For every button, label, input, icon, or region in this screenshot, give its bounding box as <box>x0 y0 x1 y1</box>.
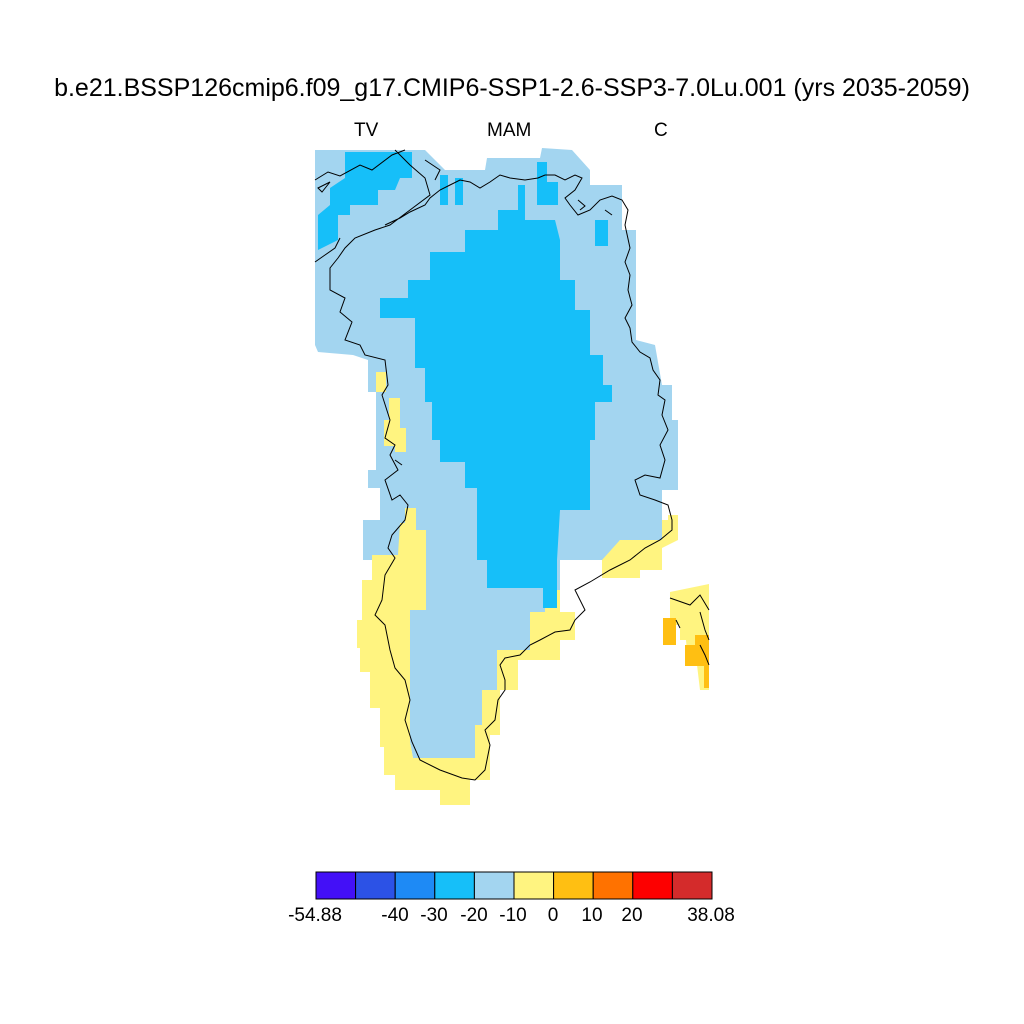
colorbar-tick-label: 20 <box>621 905 643 926</box>
units-label: C <box>654 120 668 141</box>
colorbar-swatch <box>315 871 357 900</box>
colorbar-swatch <box>394 871 436 900</box>
coastline <box>314 149 710 781</box>
region-yellow-southwest <box>357 508 575 805</box>
season-label: MAM <box>487 120 532 141</box>
colorbar <box>315 871 713 900</box>
region-yellow-east <box>602 515 678 578</box>
colorbar-tick-label: 10 <box>581 905 603 926</box>
colorbar-swatch <box>592 871 634 900</box>
region-blue-north <box>318 152 412 250</box>
colorbar-swatch <box>473 871 515 900</box>
colorbar-tick-label: -30 <box>420 905 448 926</box>
colorbar-swatch <box>671 871 713 900</box>
colorbar-tick-label: -10 <box>499 905 527 926</box>
region-blue-interior <box>380 210 612 608</box>
colorbar-tick-label: -54.88 <box>288 905 342 926</box>
variable-label: TV <box>354 120 379 141</box>
colorbar-tick-label: 38.08 <box>687 905 735 926</box>
colorbar-swatch <box>632 871 673 900</box>
colorbar-swatch <box>553 871 594 900</box>
colorbar-swatch <box>355 871 396 900</box>
plot-title: b.e21.BSSP126cmip6.f09_g17.CMIP6-SSP1-2.… <box>54 74 970 102</box>
colorbar-tick-label: -20 <box>460 905 488 926</box>
colorbar-tick-label: -40 <box>381 905 409 926</box>
region-orange-island <box>663 618 709 688</box>
colorbar-swatch <box>434 871 475 900</box>
colorbar-tick-label: 0 <box>547 905 559 926</box>
colorbar-swatch <box>513 871 555 900</box>
region-blue-north-strips <box>440 162 608 246</box>
